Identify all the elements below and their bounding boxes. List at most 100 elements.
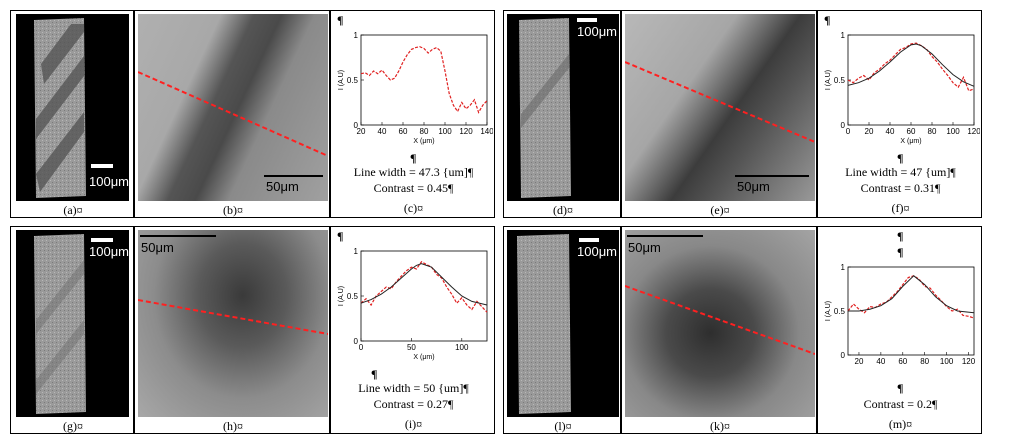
y-tick-label: 0.5 <box>834 76 846 85</box>
scale-bar-label: 50μm <box>737 179 770 194</box>
sample-strip-image <box>34 18 113 198</box>
panel-d-cell: 100μm (d)¤ <box>503 10 621 218</box>
pilcrow-mark: ¶ <box>410 151 417 165</box>
line-width-text: Line width = 50 {um]¶ <box>358 381 469 395</box>
x-tick-label: 100 <box>455 343 469 352</box>
measured-profile-line <box>360 46 488 114</box>
x-tick-label: 80 <box>928 127 937 136</box>
caption-a: (a)¤ <box>63 203 83 217</box>
measured-profile-line <box>847 275 975 319</box>
panel-i-cell: ¶ 0 50 100 0 0.5 1 X (μm) I (A.U) ¶ Line width … <box>330 226 495 434</box>
caption-d: (d)¤ <box>553 203 573 217</box>
panel-l-image: 100μm <box>507 230 619 417</box>
x-tick-label: 60 <box>399 127 408 136</box>
panel-e-cell: 50μm (e)¤ <box>621 10 817 218</box>
caption-m: (m)¤ <box>888 417 913 431</box>
y-tick-label: 0.5 <box>834 307 846 316</box>
profile-line-overlay <box>138 235 328 335</box>
x-tick-label: 80 <box>920 357 929 366</box>
x-tick-label: 60 <box>898 357 907 366</box>
contrast-text: Contrast = 0.45¶ <box>373 181 454 195</box>
x-tick-label: 140 <box>480 127 493 136</box>
panel-k-image: 50μm <box>625 230 815 417</box>
x-tick-label: 100 <box>946 127 960 136</box>
plot-frame <box>847 266 975 356</box>
intensity-profile-chart-m: 20 40 60 80 100 120 0 0.5 1 I (A.U) <box>825 263 976 366</box>
gaussian-fit-line <box>847 43 975 87</box>
x-tick-label: 40 <box>378 127 387 136</box>
x-axis-label: X (μm) <box>900 138 921 145</box>
profile-line-overlay <box>138 71 328 177</box>
x-tick-label: 100 <box>438 127 452 136</box>
intensity-profile-chart-c: 20 40 60 80 100 120 140 0 0.5 1 X (μm) I (A.U) <box>338 31 493 145</box>
y-tick-label: 0 <box>841 351 846 360</box>
y-axis-label: I (A.U) <box>338 286 345 306</box>
gaussian-fit-line <box>848 275 975 314</box>
panel-a-image: 100μm <box>16 14 129 201</box>
x-tick-label: 60 <box>907 127 916 136</box>
y-axis-label: I (A.U) <box>825 70 832 90</box>
panel-k-cell: 50μm (k)¤ <box>621 226 817 434</box>
profile-line-overlay <box>625 235 815 355</box>
caption-f: (f)¤ <box>891 201 910 215</box>
panel-b-image: 50μm <box>138 14 328 201</box>
measured-profile-line <box>360 261 488 313</box>
x-tick-label: 120 <box>967 127 980 136</box>
pilcrow-mark: ¶ <box>897 151 904 165</box>
pilcrow-mark: ¶ <box>824 13 831 27</box>
sample-strip-image <box>519 18 597 198</box>
panel-g-image: 100μm <box>16 230 129 417</box>
panel-d-image: 100μm <box>507 14 619 201</box>
x-axis-label: X (μm) <box>413 138 434 145</box>
sample-strip-image <box>517 234 599 414</box>
pilcrow-mark: ¶ <box>897 229 904 243</box>
x-tick-label: 0 <box>359 343 364 352</box>
scale-bar-label: 50μm <box>266 179 299 194</box>
x-tick-label: 0 <box>846 127 851 136</box>
intensity-profile-chart-i: 0 50 100 0 0.5 1 X (μm) I (A.U) <box>338 247 488 361</box>
scale-bar-label: 100μm <box>89 244 129 259</box>
scale-bar-label: 100μm <box>577 24 618 39</box>
sample-strip-image <box>34 234 113 414</box>
line-width-text: Line width = 47 {um]¶ <box>845 165 956 179</box>
x-axis-label: X (μm) <box>413 354 434 361</box>
y-axis-label: I (A.U) <box>825 301 832 321</box>
x-tick-label: 20 <box>855 357 864 366</box>
panel-l-cell: 100μm (l)¤ <box>503 226 621 434</box>
scale-bar-label: 100μm <box>577 244 618 259</box>
line-width-text: Line width = 47.3 {um]¶ <box>353 165 474 179</box>
panel-h-image: 50μm <box>138 230 328 417</box>
panel-c-cell: ¶ 20 40 60 80 100 120 140 0 0.5 1 X (μm) I (A.U) ¶ … <box>330 10 495 218</box>
scale-bar-label: 100μm <box>89 174 129 189</box>
x-tick-label: 120 <box>962 357 976 366</box>
panel-h-cell: 50μm (h)¤ <box>134 226 330 434</box>
y-tick-label: 0.5 <box>347 292 359 301</box>
x-tick-label: 40 <box>886 127 895 136</box>
profile-line-overlay <box>625 61 815 177</box>
pilcrow-mark: ¶ <box>371 367 378 381</box>
x-tick-label: 80 <box>420 127 429 136</box>
x-tick-label: 120 <box>459 127 473 136</box>
caption-i: (i)¤ <box>404 417 423 431</box>
caption-e: (e)¤ <box>710 203 730 217</box>
plot-frame <box>847 34 975 126</box>
contrast-text: Contrast = 0.31¶ <box>860 181 941 195</box>
panel-f-cell: ¶ 0 20 40 60 80 100 120 0 0.5 1 X (μm) I (A.U) ¶ Li… <box>817 10 982 218</box>
y-tick-label: 0 <box>354 337 359 346</box>
contrast-text: Contrast = 0.27¶ <box>373 397 454 411</box>
x-tick-label: 50 <box>407 343 416 352</box>
scale-bar-label: 50μm <box>141 240 174 255</box>
contrast-text: Contrast = 0.2¶ <box>863 397 938 411</box>
intensity-profile-chart-f: 0 20 40 60 80 100 120 0 0.5 1 X (μm) I (A.U) <box>825 31 980 145</box>
y-tick-label: 1 <box>354 31 359 40</box>
panel-g-cell: 100μm (g)¤ <box>10 226 134 434</box>
y-tick-label: 1 <box>841 31 846 40</box>
y-tick-label: 1 <box>841 263 846 272</box>
measured-profile-line <box>847 42 975 92</box>
scale-bar-label: 50μm <box>628 240 661 255</box>
y-tick-label: 0.5 <box>347 76 359 85</box>
caption-h: (h)¤ <box>223 419 243 433</box>
caption-k: (k)¤ <box>710 419 730 433</box>
pilcrow-mark: ¶ <box>897 245 904 259</box>
